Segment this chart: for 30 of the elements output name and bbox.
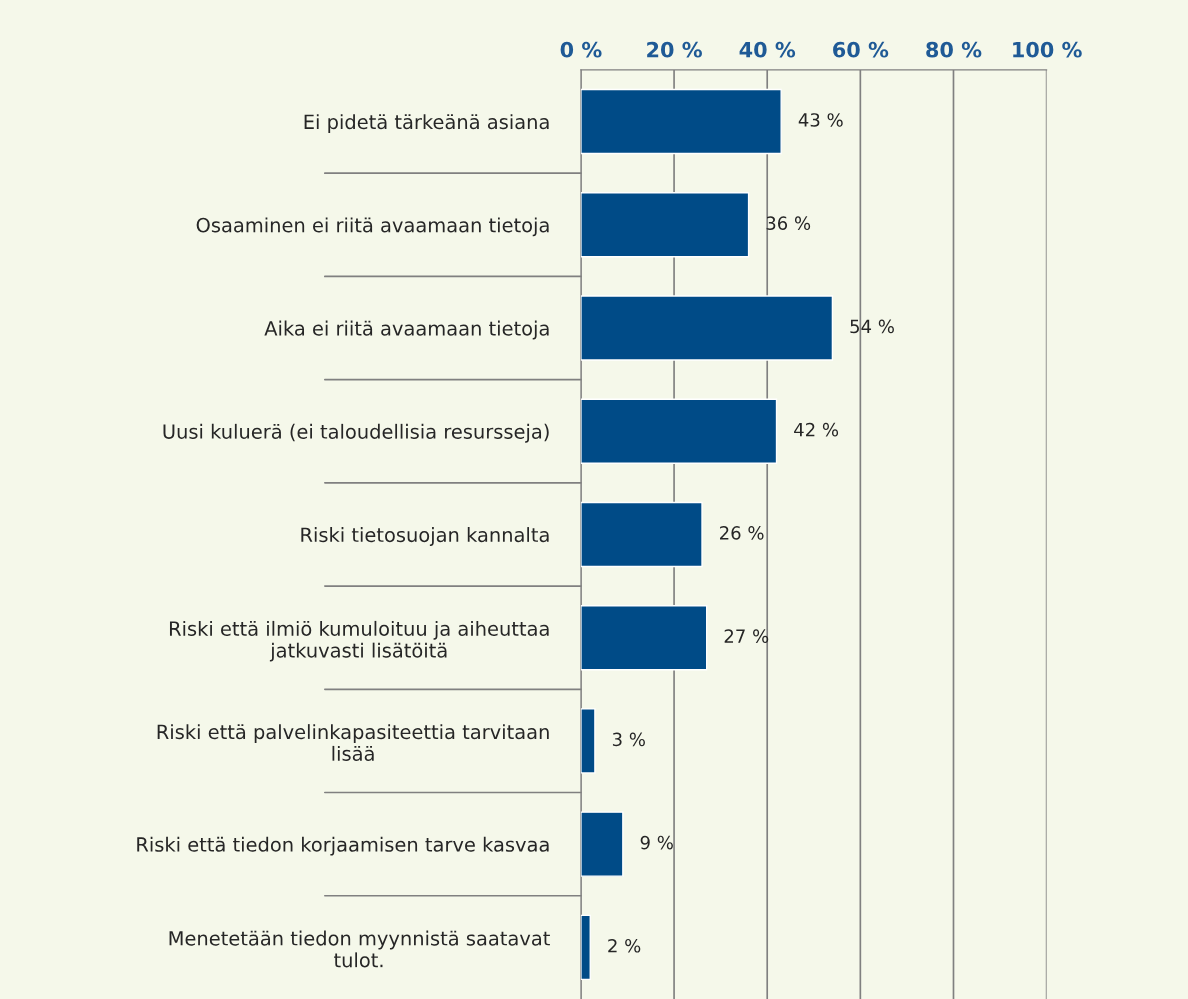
bar [580,811,624,877]
y-tick-label: Aika ei riitä avaamaan tietoja [264,320,549,340]
y-tick-label: Riski että palvelinkapasiteettia tarvitaan lisää [157,724,549,761]
bar [580,295,834,361]
data-label: 43 % [798,113,843,127]
x-tick-label: 20 % [647,41,702,58]
bar [580,914,591,981]
data-label: 42 % [794,422,839,437]
bar [580,708,596,774]
y-tick-label: Osaaminen ei riitä avaamaan tietoja [196,217,549,237]
bar [580,88,782,155]
x-tick-label: 100 % [1013,41,1082,58]
y-tick-label: Riski että tiedon korjaamisen tarve kasvaa [137,836,549,856]
bar [580,501,703,568]
bar [580,398,778,464]
data-label: 3 % [612,732,645,747]
x-tick-label: 0 % [560,41,602,58]
data-label: 2 % [608,938,641,953]
y-tick-label: Ei pidetä tärkeänä asiana [304,114,549,133]
bar [580,604,708,671]
data-label: 9 % [640,835,673,850]
x-tick-label: 80 % [926,41,982,58]
x-tick-label: 40 % [739,41,796,58]
y-tick-label: Riski tietosuojan kannalta [301,527,549,546]
y-tick-label: Riski että ilmiö kumuloituu ja aiheuttaa jatkuvasti lisätöitä [169,620,549,662]
y-tick-label: Menetetään tiedon myynnistä saatavat tulot. [169,930,550,968]
bar [580,192,750,258]
y-tick-label: Uusi kuluerä (ei taloudellisia resursseja) [163,423,549,443]
data-label: 26 % [720,526,764,540]
x-tick-label: 60 % [833,41,889,58]
